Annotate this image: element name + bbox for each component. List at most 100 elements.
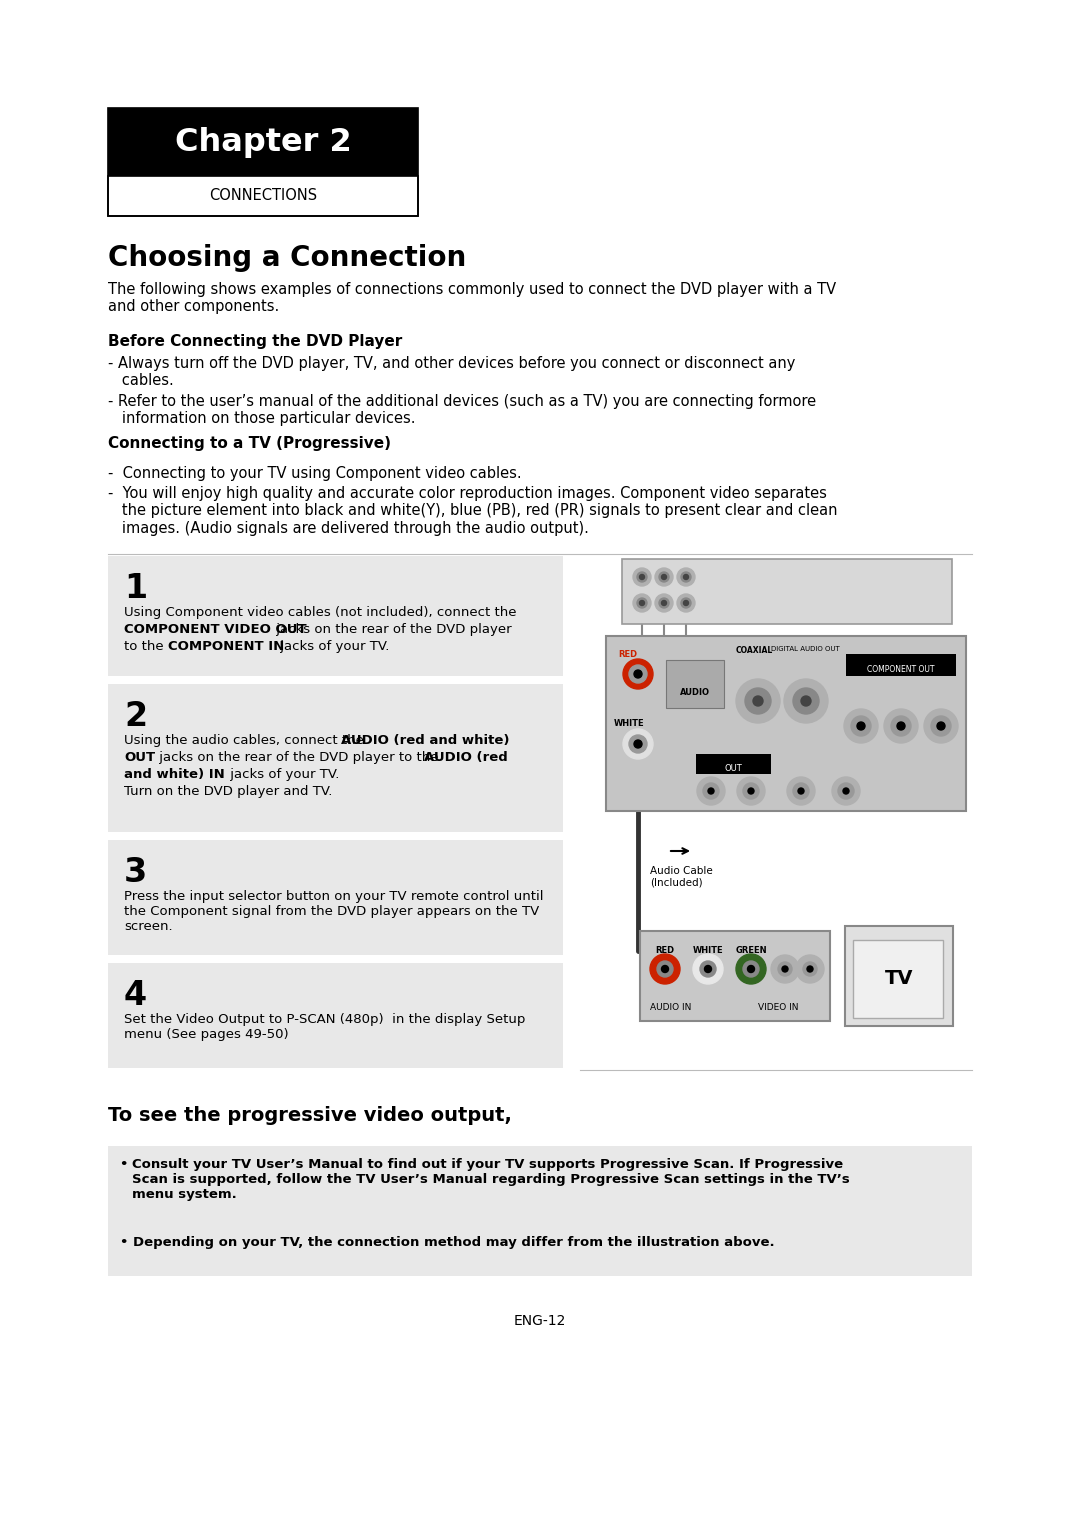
Text: COAXIAL: COAXIAL	[735, 646, 773, 656]
Text: Choosing a Connection: Choosing a Connection	[108, 244, 467, 272]
Circle shape	[629, 735, 647, 753]
Circle shape	[661, 966, 669, 972]
Circle shape	[745, 688, 771, 714]
Text: Turn on the DVD player and TV.: Turn on the DVD player and TV.	[124, 785, 333, 798]
Text: AUDIO (red: AUDIO (red	[424, 750, 508, 764]
Circle shape	[891, 717, 912, 736]
Circle shape	[832, 778, 860, 805]
Circle shape	[623, 729, 653, 759]
Text: OUT: OUT	[124, 750, 156, 764]
Circle shape	[843, 788, 849, 795]
Circle shape	[787, 778, 815, 805]
Circle shape	[778, 963, 792, 976]
Text: TV: TV	[885, 969, 914, 989]
Text: -  You will enjoy high quality and accurate color reproduction images. Component: - You will enjoy high quality and accura…	[108, 486, 837, 536]
Circle shape	[677, 568, 696, 587]
Circle shape	[843, 709, 878, 743]
Circle shape	[851, 717, 870, 736]
Circle shape	[796, 955, 824, 983]
Bar	[845, 926, 953, 1025]
Circle shape	[793, 688, 819, 714]
Circle shape	[659, 571, 669, 582]
Circle shape	[838, 782, 854, 799]
Circle shape	[700, 961, 716, 976]
Circle shape	[633, 568, 651, 587]
Circle shape	[924, 709, 958, 743]
Circle shape	[798, 788, 804, 795]
Circle shape	[637, 571, 647, 582]
Bar	[606, 636, 966, 811]
Text: 2: 2	[124, 700, 147, 733]
Text: - Refer to the user’s manual of the additional devices (such as a TV) you are co: - Refer to the user’s manual of the addi…	[108, 394, 816, 426]
Circle shape	[793, 782, 809, 799]
Circle shape	[639, 601, 645, 605]
Text: COMPONENT OUT: COMPONENT OUT	[867, 665, 935, 674]
Circle shape	[629, 665, 647, 683]
Text: WHITE: WHITE	[692, 946, 724, 955]
Circle shape	[807, 966, 813, 972]
Circle shape	[753, 695, 762, 706]
Bar	[108, 556, 563, 675]
Circle shape	[782, 966, 788, 972]
Text: ENG-12: ENG-12	[514, 1314, 566, 1328]
Text: Using the audio cables, connect the: Using the audio cables, connect the	[124, 733, 368, 747]
Text: Press the input selector button on your TV remote control until
the Component si: Press the input selector button on your …	[124, 889, 543, 934]
Circle shape	[654, 594, 673, 613]
Circle shape	[637, 597, 647, 608]
Bar	[846, 654, 956, 675]
Circle shape	[681, 571, 691, 582]
Text: jacks on the rear of the DVD player to the: jacks on the rear of the DVD player to t…	[156, 750, 443, 764]
Text: -  Connecting to your TV using Component video cables.: - Connecting to your TV using Component …	[108, 466, 522, 481]
Bar	[853, 940, 943, 1018]
Circle shape	[634, 669, 642, 678]
Text: CONNECTIONS: CONNECTIONS	[208, 188, 318, 203]
Circle shape	[735, 953, 766, 984]
Circle shape	[681, 597, 691, 608]
Bar	[640, 931, 831, 1021]
Circle shape	[937, 723, 945, 730]
Text: RED: RED	[618, 649, 637, 659]
Circle shape	[633, 594, 651, 613]
Text: GREEN: GREEN	[735, 946, 767, 955]
Text: AUDIO IN: AUDIO IN	[650, 1002, 691, 1012]
Circle shape	[897, 723, 905, 730]
Circle shape	[931, 717, 951, 736]
Text: WHITE: WHITE	[615, 720, 645, 727]
Text: Consult your TV User’s Manual to find out if your TV supports Progressive Scan. : Consult your TV User’s Manual to find ou…	[132, 1158, 850, 1201]
Text: COMPONENT VIDEO OUT: COMPONENT VIDEO OUT	[124, 623, 307, 636]
Text: VIDEO IN: VIDEO IN	[758, 1002, 798, 1012]
Text: •: •	[120, 1158, 133, 1170]
Circle shape	[708, 788, 714, 795]
Circle shape	[784, 678, 828, 723]
Text: Audio Cable
(Included): Audio Cable (Included)	[650, 866, 713, 888]
Circle shape	[623, 659, 653, 689]
Circle shape	[657, 961, 673, 976]
Text: Before Connecting the DVD Player: Before Connecting the DVD Player	[108, 335, 402, 348]
Bar	[108, 108, 418, 176]
Circle shape	[748, 788, 754, 795]
Bar	[108, 685, 563, 833]
Text: To see the progressive video output,: To see the progressive video output,	[108, 1106, 512, 1125]
Circle shape	[771, 955, 799, 983]
Text: jacks of your TV.: jacks of your TV.	[276, 640, 390, 652]
Circle shape	[704, 966, 712, 972]
Circle shape	[639, 575, 645, 579]
Bar	[666, 660, 724, 707]
Text: 3: 3	[124, 856, 147, 889]
Circle shape	[737, 778, 765, 805]
Bar	[108, 1146, 972, 1276]
Circle shape	[661, 575, 666, 579]
Circle shape	[659, 597, 669, 608]
Circle shape	[804, 963, 816, 976]
Text: AUDIO: AUDIO	[680, 688, 710, 697]
Bar	[108, 176, 418, 215]
Bar	[696, 753, 771, 775]
Text: - Always turn off the DVD player, TV, and other devices before you connect or di: - Always turn off the DVD player, TV, an…	[108, 356, 795, 388]
Text: RED: RED	[656, 946, 675, 955]
Text: and white) IN: and white) IN	[124, 769, 225, 781]
Text: DIGITAL AUDIO OUT: DIGITAL AUDIO OUT	[771, 646, 840, 652]
Bar	[108, 963, 563, 1068]
Circle shape	[661, 601, 666, 605]
Circle shape	[747, 966, 755, 972]
Text: to the: to the	[124, 640, 167, 652]
